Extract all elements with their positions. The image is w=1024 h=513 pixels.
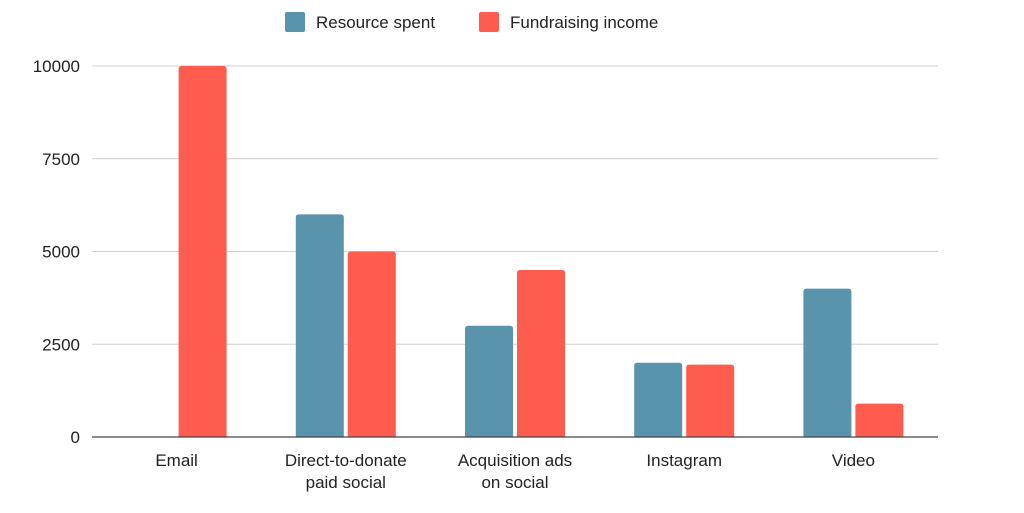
x-category-label: Email xyxy=(155,451,198,470)
legend-label: Resource spent xyxy=(316,13,435,32)
y-tick-label: 0 xyxy=(71,428,80,447)
bar-resource-spent xyxy=(803,288,852,437)
x-category-label: Instagram xyxy=(646,451,722,470)
bar-fundraising-income xyxy=(178,66,227,437)
y-axis-ticks: 0 2500 5000 7500 10000 xyxy=(33,57,80,447)
legend-swatch xyxy=(285,12,305,32)
x-category-label: Video xyxy=(832,451,875,470)
legend-label: Fundraising income xyxy=(510,13,658,32)
y-tick-label: 2500 xyxy=(42,335,80,354)
y-tick-label: 10000 xyxy=(33,57,80,76)
x-category-label: on social xyxy=(481,473,548,492)
legend-swatch xyxy=(479,12,499,32)
bar-resource-spent xyxy=(295,214,344,437)
gridlines xyxy=(92,65,938,345)
x-category-label: Acquisition ads xyxy=(458,451,572,470)
x-axis-labels: Email Direct-to-donate paid social Acquisit… xyxy=(155,451,875,492)
bar-fundraising-income xyxy=(347,251,396,437)
bars xyxy=(178,66,904,437)
y-tick-label: 7500 xyxy=(42,150,80,169)
bar-fundraising-income xyxy=(517,270,565,437)
bar-resource-spent xyxy=(465,325,513,437)
bar-fundraising-income xyxy=(855,403,904,437)
legend: Resource spent Fundraising income xyxy=(285,12,658,32)
x-category-label: paid social xyxy=(306,473,386,492)
bar-resource-spent xyxy=(634,362,683,437)
bar-fundraising-income xyxy=(686,364,735,437)
y-tick-label: 5000 xyxy=(42,243,80,262)
x-category-label: Direct-to-donate xyxy=(285,451,407,470)
